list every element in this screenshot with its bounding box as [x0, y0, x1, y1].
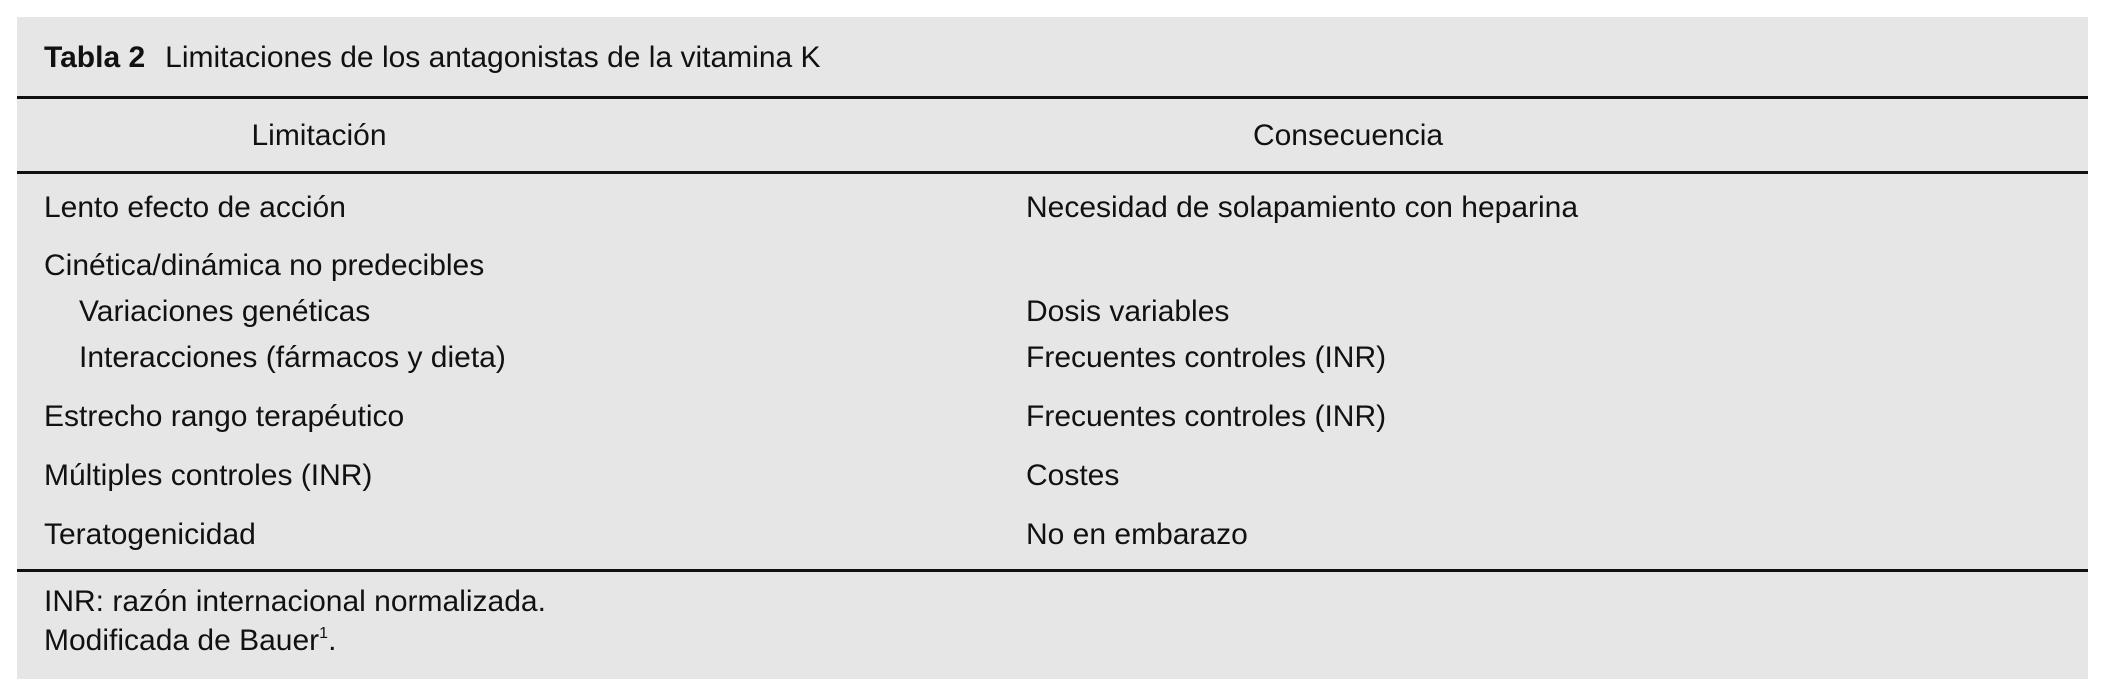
table-row-consequence: Necesidad de solapamiento con heparina: [1026, 191, 1579, 224]
table-label: Tabla 2: [44, 41, 146, 74]
table-row-limitation: Cinética/dinámica no predecibles: [44, 249, 485, 282]
table-row-limitation: Estrecho rango terapéutico: [44, 400, 405, 433]
table-row-consequence: Dosis variables: [1026, 295, 1230, 328]
table-row-limitation: Variaciones genéticas: [79, 295, 371, 328]
table-title: Limitaciones de los antagonistas de la v…: [165, 41, 821, 74]
divider: [17, 171, 2088, 174]
table-row-consequence: Frecuentes controles (INR): [1026, 400, 1387, 433]
table-row-limitation: Múltiples controles (INR): [44, 459, 373, 492]
table-caption: Tabla 2 Limitaciones de los antagonistas …: [44, 41, 821, 75]
divider: [17, 96, 2088, 99]
table-row-consequence: Costes: [1026, 459, 1120, 492]
footnote-source-end: .: [328, 624, 337, 657]
table-row-consequence: No en embarazo: [1026, 518, 1248, 551]
table-panel: Tabla 2 Limitaciones de los antagonistas …: [17, 17, 2088, 679]
table-row-limitation: Teratogenicidad: [44, 518, 256, 551]
header-limitation: Limitación: [251, 119, 387, 152]
reference-number: 1: [319, 625, 329, 642]
footnote-source-text: Modificada de Bauer: [44, 624, 320, 657]
table-row-limitation: Lento efecto de acción: [44, 191, 346, 224]
footnote-source: Modificada de Bauer1.: [44, 624, 336, 658]
footnote-abbreviation: INR: razón internacional normalizada.: [44, 585, 546, 618]
table-row-limitation: Interacciones (fármacos y dieta): [79, 341, 506, 374]
table-row-consequence: Frecuentes controles (INR): [1026, 341, 1387, 374]
header-consequence: Consecuencia: [1252, 119, 1444, 152]
divider: [17, 569, 2088, 572]
